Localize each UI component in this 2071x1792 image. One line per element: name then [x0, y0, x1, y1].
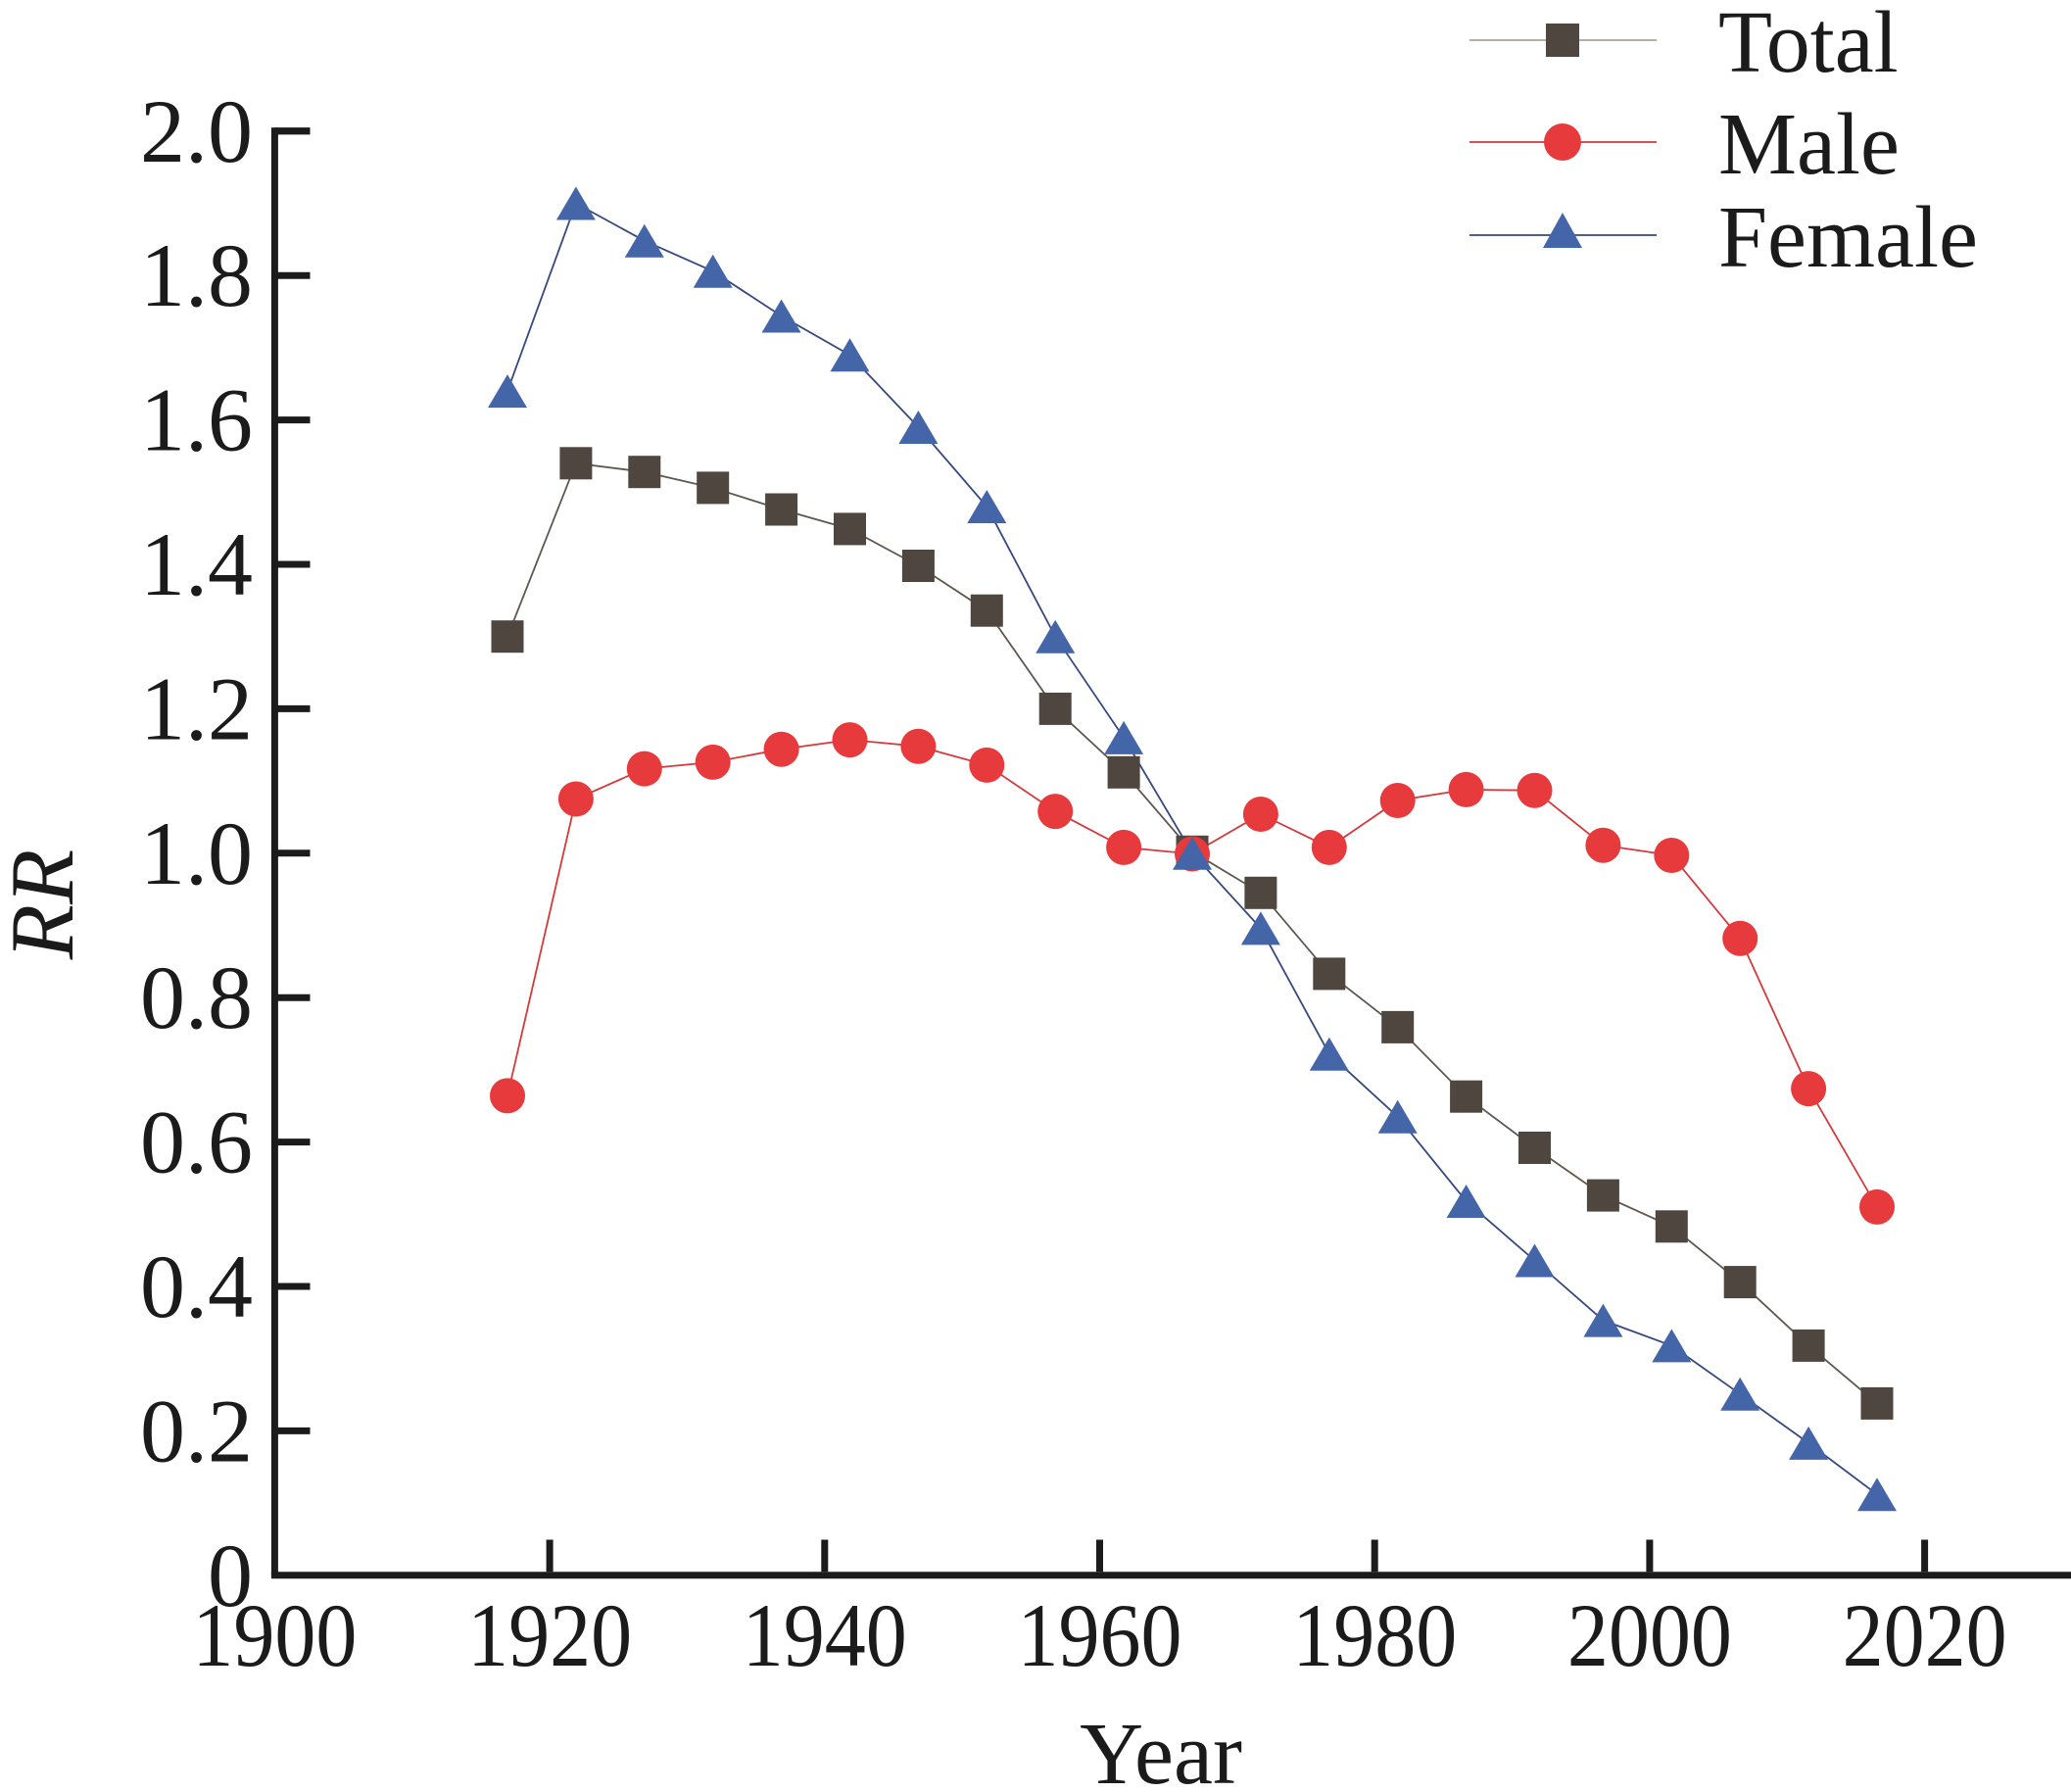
svg-text:0.8: 0.8 — [140, 947, 253, 1047]
svg-text:1940: 1940 — [743, 1585, 907, 1685]
svg-text:0: 0 — [208, 1526, 253, 1625]
svg-text:1.8: 1.8 — [140, 225, 253, 325]
svg-text:1.6: 1.6 — [140, 370, 253, 470]
svg-text:2020: 2020 — [1843, 1585, 2007, 1685]
svg-text:1.4: 1.4 — [140, 514, 253, 614]
svg-text:1.2: 1.2 — [140, 658, 253, 758]
svg-text:Male: Male — [1718, 96, 1900, 193]
svg-text:0.2: 0.2 — [140, 1380, 253, 1480]
svg-text:1.0: 1.0 — [140, 803, 253, 903]
svg-text:RR: RR — [0, 849, 92, 960]
svg-text:1960: 1960 — [1018, 1585, 1182, 1685]
svg-text:0.4: 0.4 — [140, 1236, 253, 1336]
svg-text:2000: 2000 — [1567, 1585, 1732, 1685]
svg-text:Female: Female — [1718, 189, 1978, 286]
svg-text:0.6: 0.6 — [140, 1092, 253, 1192]
svg-text:2.0: 2.0 — [140, 81, 253, 181]
svg-text:1980: 1980 — [1292, 1585, 1457, 1685]
svg-text:1900: 1900 — [192, 1585, 357, 1685]
svg-text:Total: Total — [1718, 0, 1899, 91]
svg-text:Year: Year — [1080, 1706, 1242, 1792]
svg-text:1920: 1920 — [467, 1585, 632, 1685]
